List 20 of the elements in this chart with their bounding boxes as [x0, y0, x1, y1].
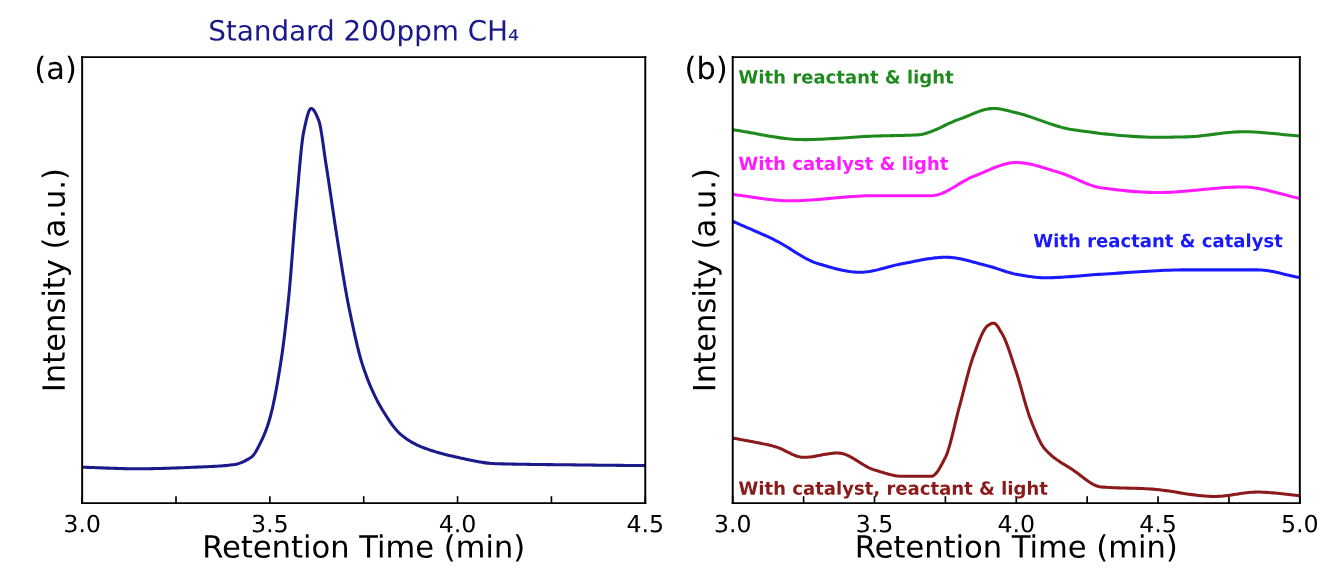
x-tick-label: 3.5	[252, 514, 287, 533]
series-label: With reactant & light	[738, 69, 954, 88]
y-axis-title: Intensity (a.u.)	[692, 170, 722, 390]
x-tick-label: 4.0	[998, 514, 1034, 533]
x-tick-label: 3.0	[715, 514, 750, 533]
x-tick-label: 5.0	[1282, 514, 1318, 533]
x-tick-label: 3.0	[65, 514, 100, 533]
text: (b)	[687, 55, 726, 83]
x-tick-label: 4.0	[439, 514, 475, 533]
x-tick-label: 4.5	[627, 514, 662, 533]
text: (a)	[36, 55, 75, 83]
x-axis-title: Retention Time (min)	[205, 534, 523, 562]
series-label: With catalyst, reactant & light	[738, 480, 1048, 499]
x-tick-label: 3.5	[857, 514, 892, 533]
y-axis-title: Intensity (a.u.)	[41, 170, 72, 390]
series-label: With reactant & catalyst	[1033, 233, 1283, 252]
chart-title: Standard 200ppm CH₄	[210, 19, 519, 47]
series-label: With catalyst & light	[738, 156, 948, 174]
x-axis-title: Retention Time (min)	[857, 534, 1176, 562]
x-tick-label: 4.5	[1140, 514, 1175, 533]
